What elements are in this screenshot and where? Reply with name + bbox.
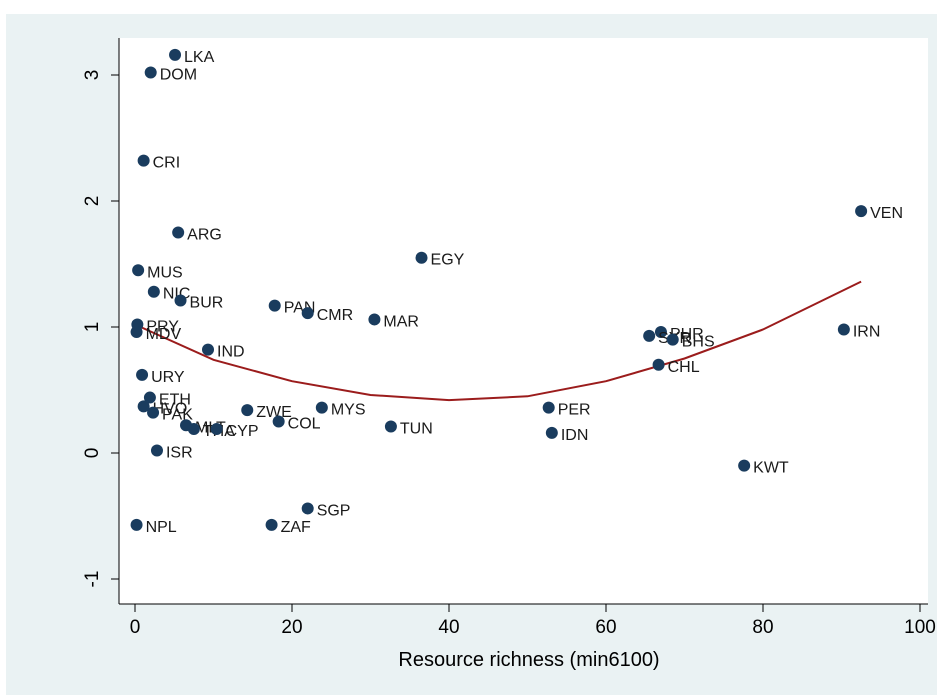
data-point-nic [147, 285, 160, 298]
data-point-arg [172, 226, 185, 239]
point-label-idn: IDN [561, 427, 589, 444]
point-label-tun: TUN [400, 421, 433, 438]
plot-area [119, 38, 928, 604]
x-tick-label: 40 [438, 617, 459, 638]
point-label-per: PER [558, 402, 591, 419]
point-label-isr: ISR [166, 444, 193, 461]
point-label-bur: BUR [190, 295, 224, 312]
x-tick-label: 60 [595, 617, 616, 638]
point-label-arg: ARG [187, 227, 222, 244]
data-point-zwe [241, 404, 254, 417]
y-tick-label: 1 [82, 322, 103, 333]
data-point-hvo [137, 400, 150, 413]
data-point-col [272, 415, 285, 428]
point-label-kwt: KWT [753, 460, 789, 477]
point-label-zwe: ZWE [256, 404, 292, 421]
data-point-irn [837, 323, 850, 336]
point-label-mus: MUS [147, 264, 183, 281]
data-point-phr [654, 326, 667, 339]
data-point-pan [268, 299, 281, 312]
point-label-npl: NPL [146, 519, 177, 536]
x-tick-label: 0 [130, 617, 141, 638]
data-point-ind [202, 343, 215, 356]
point-label-pry: PRY [146, 318, 179, 335]
y-tick-label: 0 [82, 448, 103, 459]
y-tick-label: 2 [82, 196, 103, 207]
point-label-mys: MYS [331, 402, 366, 419]
data-point-mus [132, 264, 145, 277]
data-point-cri [137, 154, 150, 167]
fitted-curve [134, 280, 862, 402]
point-label-eth: ETH [159, 392, 191, 409]
point-label-zaf: ZAF [281, 519, 311, 536]
data-point-isr [150, 444, 163, 457]
point-label-mar: MAR [383, 313, 419, 330]
y-tick-label: 3 [82, 70, 103, 81]
data-point-idn [545, 426, 558, 439]
chart-background: -1 0 1 2 3 0 20 40 60 80 100 LKA DOM CRI VEN ARG EGY MU… [6, 14, 937, 695]
point-label-hvo: HVO [153, 400, 188, 417]
point-label-dom: DOM [160, 66, 197, 83]
y-axis-ticks: -1 0 1 2 3 [82, 70, 119, 588]
data-point-ven [855, 205, 868, 218]
data-point-eth [143, 391, 156, 404]
point-label-chl: CHL [668, 359, 700, 376]
point-label-bhs: BHS [682, 334, 715, 351]
data-point-pak [147, 406, 160, 419]
y-tick-label: -1 [82, 571, 103, 588]
data-point-mys [315, 401, 328, 414]
point-label-sgp: SGP [317, 502, 351, 519]
x-tick-label: 20 [281, 617, 302, 638]
point-label-ind: IND [217, 344, 245, 361]
data-point-cmr [301, 307, 314, 320]
data-point-tun [384, 420, 397, 433]
data-point-bhs [666, 333, 679, 346]
data-point-dom [144, 66, 157, 79]
x-axis-ticks: 0 20 40 60 80 100 [130, 604, 936, 638]
x-axis-title: Resource richness (min6100) [398, 649, 659, 671]
point-label-col: COL [288, 416, 321, 433]
data-point-lka [169, 48, 182, 61]
data-point-npl [130, 518, 143, 531]
data-point-cyp [210, 423, 223, 436]
data-point-zaf [265, 518, 278, 531]
point-label-mdv: MDV [146, 326, 182, 343]
data-point-syr [643, 329, 656, 342]
point-label-ven: VEN [870, 205, 903, 222]
x-tick-label: 80 [752, 617, 773, 638]
data-point-mdv [130, 326, 143, 339]
data-point-kwt [738, 459, 751, 472]
point-label-ury: URY [151, 369, 185, 386]
data-point-sgp [301, 502, 314, 515]
data-point-per [542, 401, 555, 414]
x-tick-label: 100 [904, 617, 936, 638]
point-label-cyp: CYP [226, 423, 259, 440]
point-label-irn: IRN [853, 324, 881, 341]
data-point-mar [368, 313, 381, 326]
point-label-cmr: CMR [317, 307, 353, 324]
data-point-ury [136, 368, 149, 381]
data-point-egy [415, 251, 428, 264]
point-label-lka: LKA [184, 49, 215, 66]
point-label-egy: EGY [431, 252, 465, 269]
point-label-cri: CRI [153, 155, 181, 172]
data-point-bur [174, 294, 187, 307]
data-point-tha [187, 423, 200, 436]
data-point-chl [652, 358, 665, 371]
